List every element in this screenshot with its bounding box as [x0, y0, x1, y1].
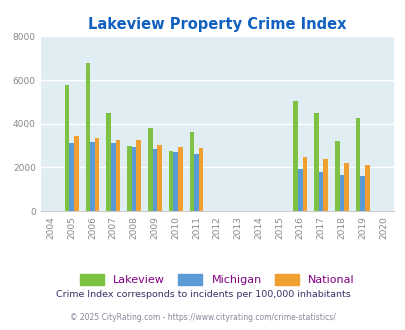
Legend: Lakeview, Michigan, National: Lakeview, Michigan, National — [75, 269, 358, 289]
Bar — [168, 151, 173, 211]
Bar — [115, 140, 120, 211]
Bar — [74, 136, 79, 211]
Bar — [364, 165, 369, 211]
Bar — [302, 156, 307, 211]
Text: © 2025 CityRating.com - https://www.cityrating.com/crime-statistics/: © 2025 CityRating.com - https://www.city… — [70, 313, 335, 322]
Bar — [152, 149, 157, 211]
Bar — [323, 159, 327, 211]
Bar — [69, 144, 74, 211]
Bar — [65, 85, 69, 211]
Bar — [313, 113, 318, 211]
Bar — [297, 169, 302, 211]
Title: Lakeview Property Crime Index: Lakeview Property Crime Index — [88, 17, 345, 32]
Bar — [343, 163, 348, 211]
Bar — [127, 146, 132, 211]
Bar — [136, 140, 141, 211]
Bar — [177, 147, 182, 211]
Bar — [189, 132, 194, 211]
Bar — [339, 175, 343, 211]
Bar — [157, 145, 161, 211]
Bar — [355, 118, 360, 211]
Bar — [334, 141, 339, 211]
Bar — [194, 154, 198, 211]
Bar — [198, 148, 203, 211]
Bar — [95, 138, 99, 211]
Bar — [132, 147, 136, 211]
Bar — [106, 113, 111, 211]
Bar — [293, 101, 297, 211]
Bar — [148, 128, 152, 211]
Bar — [90, 142, 95, 211]
Bar — [318, 172, 323, 211]
Bar — [360, 176, 364, 211]
Text: Crime Index corresponds to incidents per 100,000 inhabitants: Crime Index corresponds to incidents per… — [55, 290, 350, 299]
Bar — [173, 152, 177, 211]
Bar — [111, 144, 115, 211]
Bar — [85, 63, 90, 211]
